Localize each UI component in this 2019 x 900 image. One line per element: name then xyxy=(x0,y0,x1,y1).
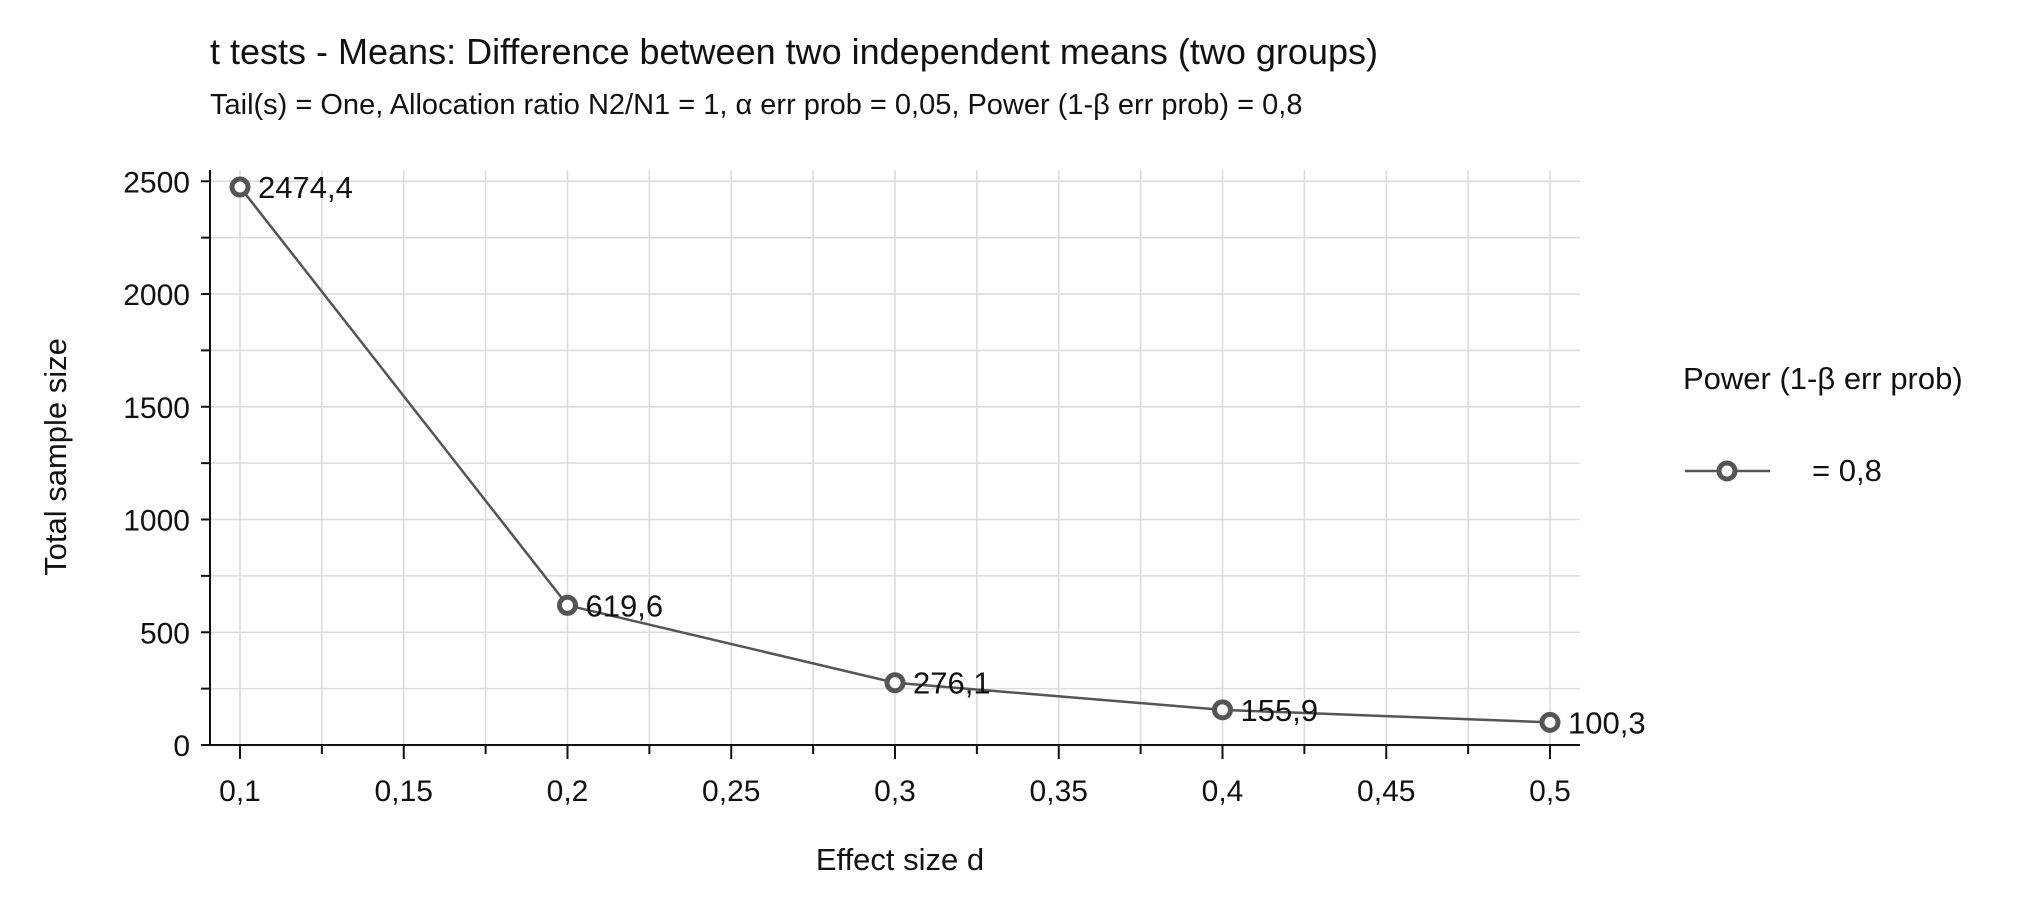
x-tick-label: 0,3 xyxy=(874,775,916,808)
y-axis-label: Total sample size xyxy=(38,338,73,576)
data-label: 2474,4 xyxy=(258,170,353,205)
y-tick-label: 2000 xyxy=(123,279,190,312)
x-tick-label: 0,15 xyxy=(375,775,433,808)
x-axis-label: Effect size d xyxy=(816,842,984,877)
data-point xyxy=(229,176,251,198)
x-tick-label: 0,5 xyxy=(1529,775,1571,808)
legend-point-marker xyxy=(1716,460,1738,482)
chart-subtitle: Tail(s) = One, Allocation ratio N2/N1 = … xyxy=(210,89,1302,121)
x-tick-label: 0,2 xyxy=(547,775,589,808)
y-tick-label: 2500 xyxy=(123,166,190,199)
data-label: 155,9 xyxy=(1241,693,1319,728)
x-tick-label: 0,35 xyxy=(1030,775,1088,808)
y-tick-label: 0 xyxy=(173,730,190,763)
data-point xyxy=(557,594,578,616)
x-tick-label: 0,4 xyxy=(1202,775,1244,808)
x-tick-label: 0,45 xyxy=(1357,775,1415,808)
legend-title: Power (1-β err prob) xyxy=(1683,361,1963,396)
series-layer: 2474,4 619,6 276,1 155,9 100,3 xyxy=(229,170,1646,740)
data-point xyxy=(884,672,906,694)
data-point xyxy=(1212,699,1233,721)
x-tick-label: 0,25 xyxy=(702,775,760,808)
data-label: 619,6 xyxy=(586,588,664,623)
legend-item-label: = 0,8 xyxy=(1812,453,1882,488)
legend: Power (1-β err prob) = 0,8 xyxy=(1683,361,1963,488)
data-label: 276,1 xyxy=(913,666,991,701)
data-label: 100,3 xyxy=(1568,705,1646,740)
chart-title: t tests - Means: Difference between two … xyxy=(210,31,1378,72)
grid xyxy=(210,170,1580,745)
ticks: 0 500 1000 1500 2000 2500 0,1 0,15 0,2 0,25 0,3 0,3… xyxy=(123,166,1571,808)
y-tick-label: 1500 xyxy=(123,392,190,425)
x-tick-label: 0,1 xyxy=(219,775,261,808)
y-tick-label: 500 xyxy=(140,617,190,650)
data-point xyxy=(1539,711,1561,733)
y-tick-label: 1000 xyxy=(123,505,190,538)
